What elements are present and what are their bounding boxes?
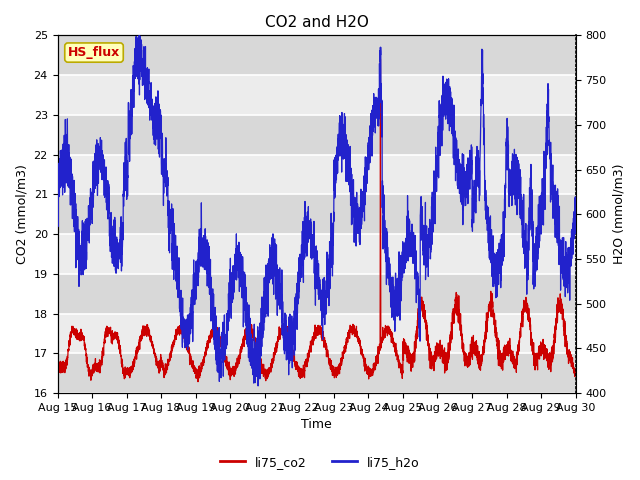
Bar (58, 274, 575, 313)
Title: CO2 and H2O: CO2 and H2O (264, 15, 369, 30)
Bar (58, 313, 575, 353)
Bar (58, 115, 575, 155)
Bar (58, 75, 575, 115)
Bar (58, 234, 575, 274)
Bar (58, 194, 575, 234)
Legend: li75_co2, li75_h2o: li75_co2, li75_h2o (215, 451, 425, 474)
Y-axis label: CO2 (mmol/m3): CO2 (mmol/m3) (15, 164, 28, 264)
X-axis label: Time: Time (301, 419, 332, 432)
Text: HS_flux: HS_flux (68, 46, 120, 59)
Y-axis label: H2O (mmol/m3): H2O (mmol/m3) (612, 164, 625, 264)
Bar (58, 353, 575, 393)
Bar (58, 155, 575, 194)
Bar (58, 36, 575, 75)
